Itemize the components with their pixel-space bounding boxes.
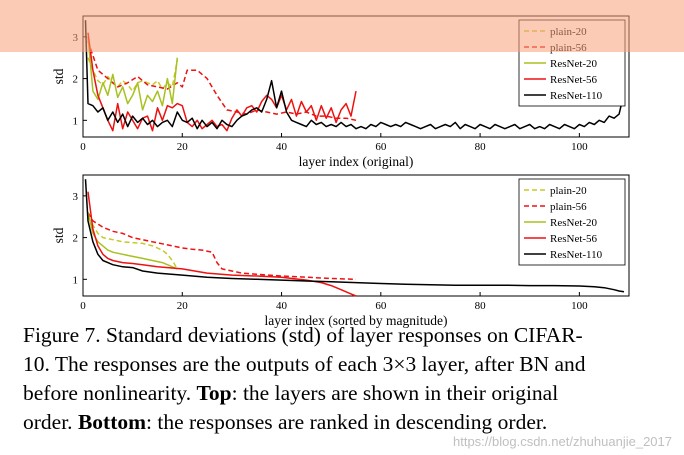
bottom-series-plain-56 <box>87 212 357 281</box>
caption-line-4: order. Bottom: the responses are ranked … <box>23 408 667 437</box>
bottom-legend-label: ResNet-56 <box>550 233 598 245</box>
bottom-x-tick-label: 60 <box>375 300 387 312</box>
bottom-series-plain-20 <box>87 216 178 270</box>
caption-line-4-pre: order. <box>23 410 78 434</box>
bottom-legend-label: plain-20 <box>550 185 587 197</box>
top-x-tick-label: 60 <box>375 141 387 153</box>
bottom-legend-label: plain-56 <box>550 201 587 213</box>
bottom-y-axis-label: std <box>51 227 66 243</box>
top-x-tick-label: 20 <box>177 141 189 153</box>
caption-line-1: Figure 7. Standard deviations (std) of l… <box>23 323 583 347</box>
bottom-x-axis-label: layer index (sorted by magnitude) <box>265 313 448 328</box>
bottom-legend-label: ResNet-110 <box>550 249 603 261</box>
caption-top-label: Top <box>196 381 232 405</box>
top-legend-label: plain-20 <box>550 26 587 38</box>
top-legend-label: ResNet-20 <box>550 58 598 70</box>
bottom-x-tick-label: 0 <box>80 300 86 312</box>
top-y-tick-label: 2 <box>73 74 79 86</box>
caption-line-3-pre: before nonlinearity. <box>23 381 197 405</box>
bottom-y-tick-label: 1 <box>73 274 79 286</box>
bottom-y-tick-label: 2 <box>73 233 79 245</box>
caption-bottom-label: Bottom <box>77 410 147 434</box>
bottom-x-tick-label: 100 <box>571 300 588 312</box>
top-x-tick-label: 100 <box>571 141 588 153</box>
bottom-x-tick-label: 20 <box>177 300 189 312</box>
top-legend-label: plain-56 <box>550 42 587 54</box>
chart-bottom-sorted-order: 0 20 40 60 80 100 1 2 3 layer index (sorted by ma… <box>51 174 630 328</box>
top-y-axis-label: std <box>51 68 66 84</box>
top-series-plain-56 <box>87 40 357 122</box>
top-x-tick-label: 0 <box>80 141 86 153</box>
watermark: https://blog.csdn.net/zhuhuanjie_2017 <box>452 434 672 449</box>
chart-top-original-order: 0 20 40 60 80 100 1 2 3 layer index (original) std… <box>51 15 630 169</box>
top-series-resnet-110 <box>84 20 625 130</box>
top-x-tick-label: 80 <box>475 141 487 153</box>
top-series-resnet-56 <box>87 32 357 132</box>
top-x-tick-label: 40 <box>276 141 288 153</box>
top-legend-label: ResNet-56 <box>550 74 598 86</box>
bottom-series-resnet-56 <box>87 191 357 297</box>
top-series-resnet-20 <box>87 36 179 111</box>
caption-line-4-post: : the responses are ranked in descending… <box>146 410 548 434</box>
bottom-series-resnet-20 <box>87 212 178 270</box>
caption-line-3: before nonlinearity. Top: the layers are… <box>23 379 667 408</box>
bottom-x-tick-label: 40 <box>276 300 288 312</box>
bottom-series-resnet-110 <box>84 179 625 293</box>
top-legend-label: ResNet-110 <box>550 90 603 102</box>
caption-line-3-post: : the layers are shown in their original <box>231 381 559 405</box>
bottom-y-tick-label: 3 <box>73 191 79 203</box>
top-y-tick-label: 3 <box>73 32 79 44</box>
top-x-axis-label: layer index (original) <box>299 154 414 169</box>
caption-line-2: 10. The responses are the outputs of eac… <box>23 352 586 376</box>
bottom-legend-label: ResNet-20 <box>550 217 598 229</box>
bottom-x-tick-label: 80 <box>475 300 487 312</box>
figure-caption: Figure 7. Standard deviations (std) of l… <box>23 321 667 437</box>
top-y-tick-label: 1 <box>73 115 79 127</box>
